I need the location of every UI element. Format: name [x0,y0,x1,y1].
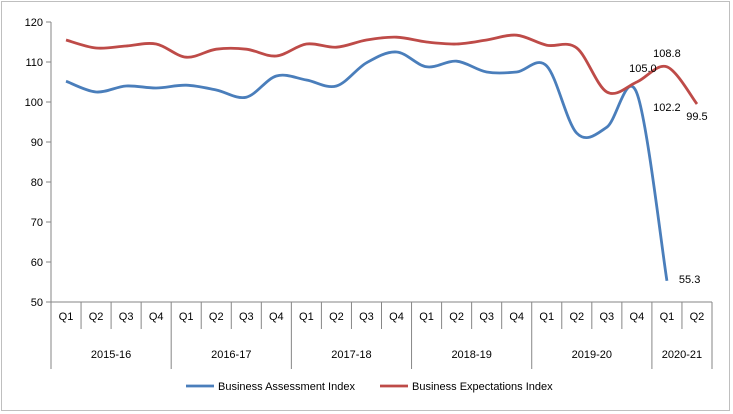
x-tick-label: Q2 [209,311,224,323]
x-tick-label: Q2 [89,311,104,323]
y-tick-label: 80 [31,177,43,189]
x-tick-label: Q3 [599,311,614,323]
legend-label: Business Expectations Index [412,381,553,393]
x-tick-label: Q3 [359,311,374,323]
x-tick-label: Q2 [690,311,705,323]
y-tick-label: 110 [25,57,43,69]
data-label: 108.8 [653,48,681,60]
x-tick-label: Q4 [630,311,645,323]
x-tick-label: Q1 [59,311,74,323]
x-group-label: 2016-17 [211,349,251,361]
legend-label: Business Assessment Index [218,381,355,393]
x-tick-label: Q3 [479,311,494,323]
x-group-label: 2020-21 [662,349,702,361]
x-tick-label: Q3 [119,311,134,323]
data-label: 105.0 [629,63,657,75]
x-tick-label: Q3 [239,311,254,323]
x-tick-label: Q4 [509,311,524,323]
x-tick-label: Q2 [329,311,344,323]
x-tick-label: Q1 [539,311,554,323]
x-group-label: 2015-16 [91,349,131,361]
y-tick-label: 70 [31,217,43,229]
x-tick-label: Q4 [149,311,164,323]
y-tick-label: 60 [31,257,43,269]
x-group-label: 2018-19 [451,349,491,361]
x-tick-label: Q1 [419,311,434,323]
x-tick-label: Q1 [299,311,314,323]
series-line-expectations [65,33,699,105]
series-line-assessment [65,50,669,282]
data-label: 55.3 [679,274,700,286]
y-tick-label: 50 [31,297,43,309]
x-tick-label: Q4 [269,311,284,323]
x-tick-label: Q2 [449,311,464,323]
data-label: 102.2 [653,102,681,114]
x-group-label: 2017-18 [331,349,371,361]
x-tick-label: Q1 [179,311,194,323]
y-tick-label: 100 [25,97,43,109]
y-tick-label: 90 [31,137,43,149]
x-tick-label: Q4 [389,311,404,323]
x-group-label: 2019-20 [572,349,612,361]
data-label: 99.5 [686,111,707,123]
y-tick-label: 120 [25,17,43,29]
x-tick-label: Q2 [569,311,584,323]
x-tick-label: Q1 [660,311,675,323]
